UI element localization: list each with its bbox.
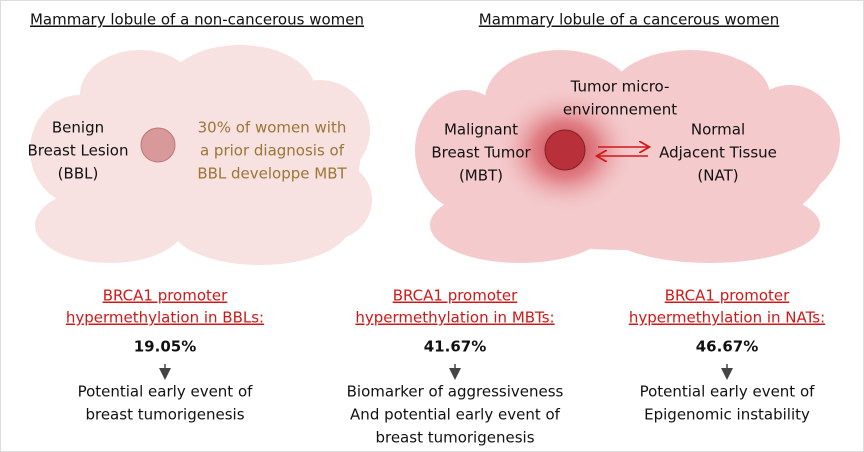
lesion-label: (BBL): [58, 165, 99, 183]
column-description: And potential early event of: [350, 406, 561, 424]
note: 30% of women with: [198, 119, 347, 137]
note: BBL developpe MBT: [197, 165, 347, 183]
column-value: 41.67%: [424, 338, 486, 356]
column-title: BRCA1 promoter: [665, 287, 790, 305]
micro-label: environnement: [563, 101, 677, 119]
heading: Mammary lobule of a non-cancerous women: [30, 11, 364, 29]
lesion-label: Benign: [52, 119, 104, 137]
micro-label: Tumor micro-: [570, 78, 670, 96]
column-description: Potential early event of: [640, 383, 816, 401]
tumor-label: (MBT): [459, 167, 503, 185]
tumor: [544, 129, 586, 171]
note: a prior diagnosis of: [200, 142, 345, 160]
column-title: BRCA1 promoter: [393, 287, 518, 305]
column-value: 19.05%: [134, 338, 196, 356]
tumor-label: Breast Tumor: [431, 144, 531, 162]
column-description: Potential early event of: [78, 383, 254, 401]
lesion-label: Breast Lesion: [27, 142, 128, 160]
column-description: breast tumorigenesis: [375, 429, 534, 447]
column-value: 46.67%: [696, 338, 758, 356]
benign-lesion: [140, 127, 176, 163]
left-cloud: [30, 45, 372, 265]
column-title: hypermethylation in BBLs:: [66, 309, 264, 327]
heading: Mammary lobule of a cancerous women: [479, 11, 779, 29]
column-description: Epigenomic instability: [644, 406, 810, 424]
tumor-label: Malignant: [444, 121, 518, 139]
normal-label: Normal: [691, 121, 745, 139]
column-title: BRCA1 promoter: [103, 287, 228, 305]
normal-label: (NAT): [697, 167, 738, 185]
column-description: Biomarker of aggressiveness: [347, 383, 564, 401]
column-title: hypermethylation in MBTs:: [355, 309, 554, 327]
column-description: breast tumorigenesis: [85, 406, 244, 424]
normal-label: Adjacent Tissue: [659, 144, 777, 162]
column-title: hypermethylation in NATs:: [629, 309, 825, 327]
